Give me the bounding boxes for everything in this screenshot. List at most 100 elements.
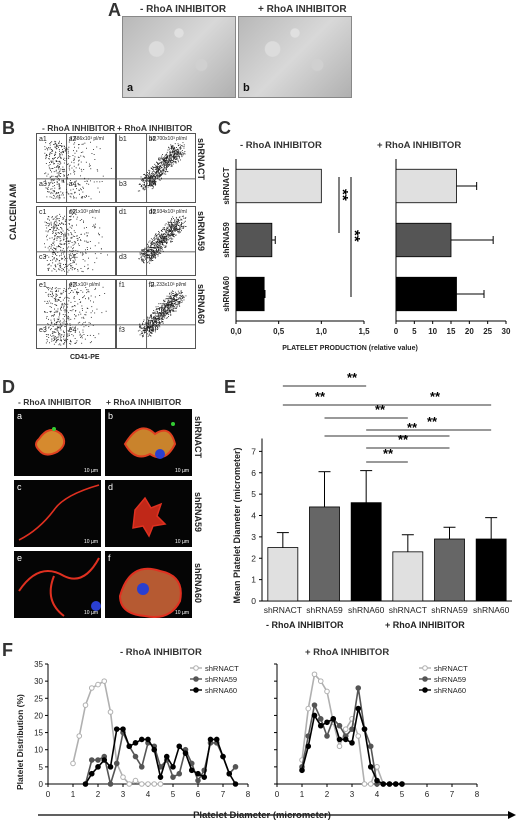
f-right-point [355, 685, 362, 691]
flow-plot: e1 e2 e3 e4 271x10³ pl/ml [36, 279, 116, 349]
quadrant-label: c3 [39, 253, 47, 261]
f-right-point [305, 705, 312, 712]
f-right-point [336, 736, 343, 743]
quadrant-label: e3 [39, 326, 47, 334]
c-right-tick-label: 20 [465, 327, 474, 336]
f-right-point [349, 740, 355, 746]
f-left-point [126, 743, 133, 750]
chart-c: - RhoA INHIBITOR + RhoA INHIBITOR shRNAC… [222, 140, 511, 352]
quadrant-label: a3 [39, 180, 47, 188]
f-left-x-tick-label: 6 [196, 790, 201, 799]
cell-shape [132, 496, 167, 538]
f-right-point [386, 781, 393, 787]
scale-bar-label: 10 µm [84, 468, 98, 474]
fluorescence-sublabel: f [108, 553, 111, 563]
f-right-legend-marker [422, 687, 428, 693]
f-right-point [355, 733, 362, 739]
quadrant-label: e4 [68, 326, 77, 334]
e-category-label: shRNA60 [348, 605, 385, 615]
f-left-y-tick-label: 20 [34, 711, 43, 720]
cell-shape [35, 427, 66, 456]
flow-plot-scatter [37, 207, 115, 275]
c-left-tick-label: 0,5 [273, 327, 285, 336]
f-left-point [176, 743, 183, 750]
chart-f-ylabel: Platelet Distribution (%) [15, 694, 25, 790]
e-tick-label: 1 [251, 575, 256, 585]
f-left-y-tick-label: 35 [34, 660, 43, 669]
f-right-x-tick-label: 0 [275, 790, 280, 799]
f-left-point [95, 757, 101, 763]
panel-a-plus-header: + RhoA INHIBITOR [258, 4, 347, 15]
f-left-x-tick-label: 2 [96, 790, 101, 799]
f-left-point [201, 774, 208, 780]
f-right-point [374, 764, 380, 770]
f-right-point [342, 726, 349, 732]
c-right-tick-label: 25 [483, 327, 492, 336]
f-right-x-tick-label: 6 [425, 790, 430, 799]
micrograph-b: b [238, 16, 352, 98]
f-right-point [324, 733, 330, 739]
chart-c-left-plot: shRNACT shRNA59 shRNA60 0,0 0,5 1,0 1,5 ** ** [222, 159, 370, 336]
f-left-point [132, 740, 139, 746]
f-right-point [324, 719, 330, 726]
chart-f-right-title: + RhoA INHIBITOR [305, 647, 389, 658]
f-left-y-tick-label: 5 [39, 763, 44, 772]
fluorescence-sublabel: b [108, 411, 114, 421]
scale-bar-label: 10 µm [175, 539, 189, 545]
e-tick-label: 7 [251, 446, 256, 456]
e-tick-label: 5 [251, 489, 256, 499]
e-tick-label: 6 [251, 468, 256, 478]
f-left-point [88, 757, 95, 763]
quadrant-label: b3 [119, 180, 127, 188]
f-right-x-tick-label: 7 [450, 790, 455, 799]
c-left-bar [235, 222, 273, 258]
fluorescence-image: e 10 µm [14, 551, 101, 618]
chart-f: - RhoA INHIBITOR + RhoA INHIBITOR Platel… [15, 647, 516, 821]
e-sig-stars: ** [375, 402, 386, 417]
f-left-point [95, 681, 101, 688]
f-left-point [220, 753, 226, 760]
e-tick-label: 3 [251, 532, 256, 542]
f-left-point [88, 685, 95, 691]
f-right-point [361, 726, 368, 732]
f-left-point [82, 702, 89, 708]
c-right-bar [395, 168, 457, 204]
f-right-point [367, 743, 374, 750]
f-right-legend-label: shRNACT [434, 664, 468, 673]
quadrant-label: a2 [68, 136, 77, 143]
flow-plot-scatter [117, 207, 195, 275]
e-bar [350, 502, 382, 602]
f-right-point [305, 743, 312, 750]
panel-b-minus-header: - RhoA INHIBITOR [42, 123, 116, 133]
f-left-legend-marker [193, 687, 199, 693]
platelet-count: 7,686x10³ pl/ml [69, 136, 104, 142]
flow-plot-scatter [37, 280, 115, 348]
scale-bar-label: 10 µm [84, 539, 98, 545]
panel-a-minus-header: - RhoA INHIBITOR [140, 4, 227, 15]
c-left-tick-label: 1,0 [316, 327, 328, 336]
flow-plot: c1 c2 c3 c4 601x10³ pl/ml [36, 206, 116, 276]
e-category-label: shRNACT [264, 605, 302, 615]
f-left-point [182, 750, 189, 756]
f-right-point [311, 702, 318, 708]
e-sig-stars: ** [383, 446, 394, 461]
panel-label-f: F [2, 640, 13, 660]
c-category-label: shRNA59 [222, 222, 231, 258]
f-left-point [101, 678, 108, 684]
chart-e-plot: 0 1 2 3 4 5 6 7 Mean Platelet Diameter (micromet… [232, 370, 512, 615]
f-right-point [311, 712, 318, 719]
f-right-point [367, 781, 374, 787]
f-left-point [163, 753, 170, 760]
cell-shape [118, 567, 182, 618]
f-left-point [120, 774, 126, 780]
f-right-series-line [301, 687, 402, 785]
panel-d-plus-header: + RhoA INHIBITOR [106, 397, 182, 407]
f-left-point [176, 770, 183, 777]
c-right-bar [395, 276, 457, 312]
panel-b-plus-header: + RhoA INHIBITOR [117, 123, 193, 133]
row-label-shrnact: shRNACT [196, 138, 206, 180]
d-row-label-shrna59: shRNA59 [193, 492, 203, 533]
f-right-x-tick-label: 5 [400, 790, 405, 799]
fluorescence-image: b 10 µm [105, 409, 192, 476]
cell-shape [18, 557, 101, 617]
